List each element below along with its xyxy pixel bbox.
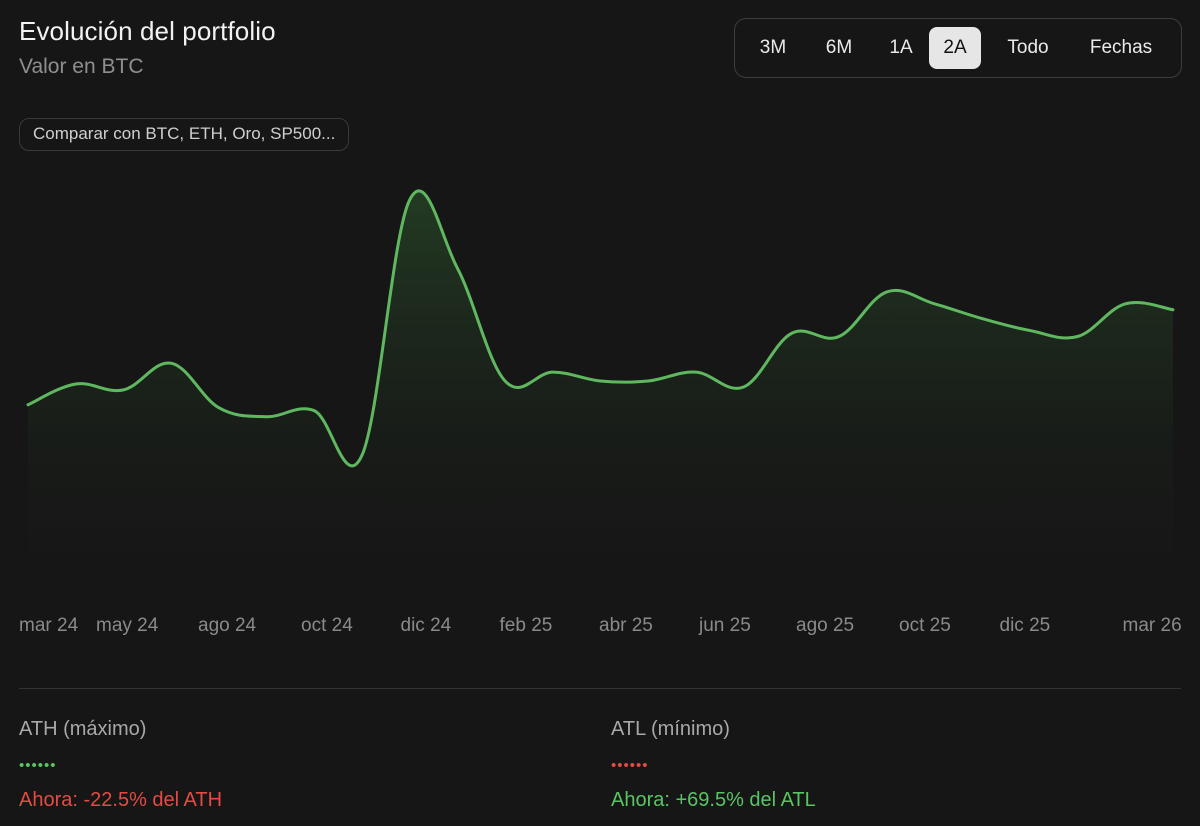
range-todo-button[interactable]: Todo <box>1007 37 1049 58</box>
range-fechas-button[interactable]: Fechas <box>1089 37 1153 58</box>
x-tick-label: oct 25 <box>899 615 951 636</box>
atl-value-masked: •••••• <box>611 757 649 774</box>
compare-button[interactable]: Comparar con BTC, ETH, Oro, SP500... <box>19 118 350 151</box>
ath-now-text: Ahora: -22.5% del ATH <box>19 789 223 811</box>
x-tick-label: dic 24 <box>400 615 452 636</box>
x-tick-label: dic 25 <box>999 615 1051 636</box>
page-subtitle: Valor en BTC <box>19 55 144 78</box>
time-range-selector: 3M 6M 1A 2A Todo Fechas <box>734 18 1182 78</box>
portfolio-area-chart <box>26 189 1175 580</box>
x-tick-label: abr 25 <box>599 615 653 636</box>
portfolio-area-fill <box>28 190 1173 580</box>
x-tick-label: feb 25 <box>499 615 553 636</box>
ath-value-masked: •••••• <box>19 757 57 774</box>
x-tick-label: may 24 <box>96 615 159 636</box>
page-title: Evolución del portfolio <box>19 16 276 46</box>
range-3m-button[interactable]: 3M <box>759 37 787 58</box>
x-tick-label: ago 24 <box>198 615 257 636</box>
x-tick-label: ago 25 <box>796 615 855 636</box>
range-1a-button[interactable]: 1A <box>889 37 913 58</box>
x-tick-label: oct 24 <box>301 615 353 636</box>
x-tick-label: jun 25 <box>699 615 751 636</box>
atl-now-text: Ahora: +69.5% del ATL <box>611 789 816 811</box>
ath-label: ATH (máximo) <box>19 718 147 740</box>
x-tick-label: mar 26 <box>1122 615 1182 636</box>
range-6m-button[interactable]: 6M <box>825 37 853 58</box>
portfolio-series-line <box>26 189 1175 468</box>
x-tick-label: mar 24 <box>19 615 79 636</box>
range-2a-button[interactable]: 2A <box>929 27 981 69</box>
atl-label: ATL (mínimo) <box>611 718 730 740</box>
divider <box>19 688 1181 689</box>
